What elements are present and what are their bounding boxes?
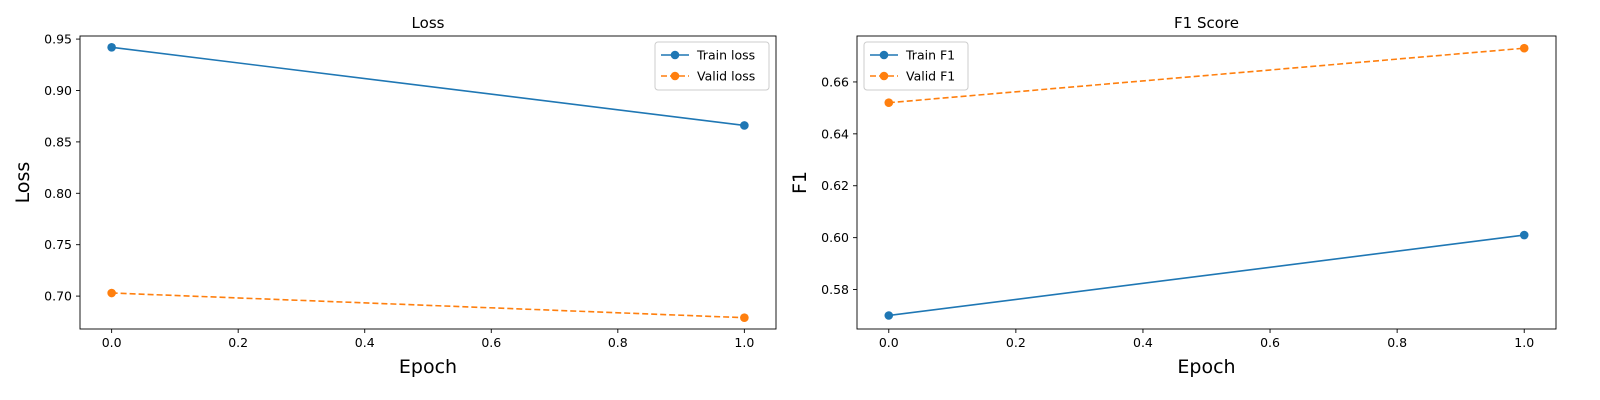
legend-label: Valid loss <box>697 69 755 84</box>
axes-frame <box>856 35 1557 330</box>
data-point <box>107 288 116 298</box>
x-tick-label: 0.0 <box>102 335 122 350</box>
panel-f1: F1 Score 0.0 0.2 0.4 0.6 0.8 1.0 0.58 0.60 0.62 0.… <box>789 14 1557 378</box>
x-tick-label: 0.2 <box>228 335 248 350</box>
data-point <box>740 121 749 130</box>
series-line-valid <box>111 292 745 319</box>
legend: Train loss Valid loss <box>654 41 770 91</box>
y-tick-label: 0.62 <box>821 178 849 193</box>
series-line-valid <box>888 47 1525 104</box>
legend-box <box>863 41 969 91</box>
x-axis-label: Epoch <box>399 356 457 378</box>
x-tick-label: 0.4 <box>1133 335 1153 350</box>
data-point <box>1519 43 1529 53</box>
y-tick-label: 0.75 <box>44 237 72 252</box>
y-tick-label: 0.66 <box>821 74 849 89</box>
x-tick-label: 1.0 <box>1514 335 1534 350</box>
legend-marker <box>670 71 680 81</box>
legend-marker <box>670 50 680 60</box>
series-line-train <box>888 234 1525 317</box>
data-point <box>1519 230 1529 240</box>
x-tick-label: 0.8 <box>608 335 628 350</box>
y-tick-label: 0.90 <box>44 83 72 98</box>
x-tick-label: 1.0 <box>734 335 754 350</box>
y-tick-label: 0.58 <box>821 282 849 297</box>
chart-title: F1 Score <box>1174 14 1239 32</box>
y-axis-label: F1 <box>789 171 811 194</box>
x-tick-label: 0.6 <box>481 335 501 350</box>
x-tick-label: 0.4 <box>355 335 375 350</box>
legend-label: Train F1 <box>905 48 955 63</box>
y-tick-label: 0.80 <box>44 186 72 201</box>
legend-label: Valid F1 <box>906 69 955 84</box>
legend-marker <box>879 71 889 81</box>
x-tick-label: 0.0 <box>879 335 899 350</box>
series-line-train <box>111 46 745 127</box>
legend-marker <box>879 50 889 60</box>
x-axis-label: Epoch <box>1177 356 1235 378</box>
x-tick-label: 0.8 <box>1387 335 1407 350</box>
x-tick-label: 0.6 <box>1260 335 1280 350</box>
y-tick-label: 0.60 <box>821 230 849 245</box>
y-tick-label: 0.70 <box>44 289 72 304</box>
y-tick-label: 0.95 <box>44 32 72 47</box>
y-tick-label: 0.85 <box>44 134 72 149</box>
panel-loss: Loss 0.0 0.2 0.4 0.6 0.8 1.0 0.70 0.75 0.80 0.85 0.… <box>12 14 777 378</box>
data-point <box>107 43 116 52</box>
data-point <box>740 313 749 322</box>
y-tick-label: 0.64 <box>821 126 849 141</box>
axes-frame <box>79 35 777 330</box>
legend: Train F1 Valid F1 <box>863 41 969 91</box>
legend-label: Train loss <box>696 48 755 63</box>
data-point <box>884 311 894 320</box>
x-tick-label: 0.2 <box>1006 335 1026 350</box>
chart-title: Loss <box>412 14 445 32</box>
data-point <box>884 98 894 107</box>
legend-box <box>654 41 770 91</box>
y-axis-label: Loss <box>12 162 34 204</box>
